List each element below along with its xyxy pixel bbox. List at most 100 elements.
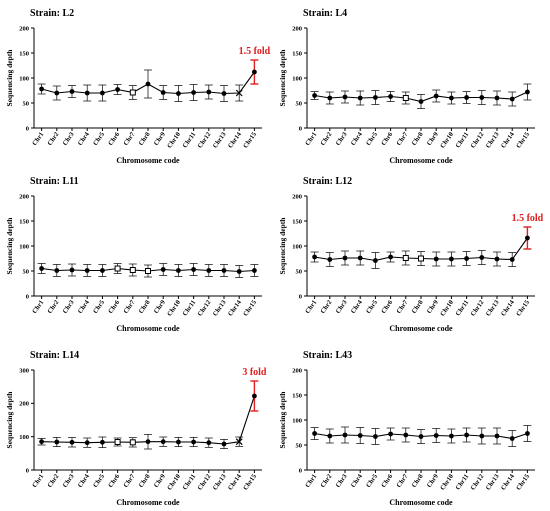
x-tick-label: Chr13	[212, 131, 228, 150]
data-point	[114, 439, 121, 445]
data-point	[145, 439, 151, 445]
chart-panel: Strain: L43 0 50 100 150 200 Sequencing depth C…	[278, 350, 535, 507]
data-point	[100, 439, 105, 445]
x-tick-label: Chr12	[197, 131, 213, 150]
y-axis-label: Sequencing depth	[278, 49, 287, 107]
data-point	[327, 433, 333, 439]
data-point	[54, 439, 60, 445]
x-tick-label: Chr11	[182, 473, 198, 491]
fold-annotation: 1.5 fold	[239, 46, 271, 57]
y-axis-label: Sequencing depth	[278, 217, 287, 275]
chart-title: Strain: L2	[30, 8, 74, 19]
data-point	[357, 433, 363, 438]
data-point	[509, 436, 515, 441]
y-axis-label: Sequencing depth	[5, 391, 14, 449]
x-tick-label: Chr5	[365, 299, 379, 315]
data-point	[357, 255, 363, 261]
x-tick-label: Chr1	[304, 131, 318, 147]
data-point	[115, 87, 120, 92]
chart-panel: Strain: L14 0 100 200 300 Sequencing depth Chr…	[5, 350, 267, 507]
x-tick-label: Chr10	[439, 131, 455, 150]
y-tick-label: 0	[26, 293, 29, 300]
x-tick-label: Chr12	[470, 131, 486, 150]
data-point	[160, 90, 166, 95]
x-tick-label: Chr11	[455, 473, 471, 491]
x-tick-label: Chr3	[62, 299, 76, 315]
x-tick-label: Chr6	[107, 131, 121, 147]
x-tick-label: Chr6	[380, 131, 394, 147]
y-tick-label: 100	[292, 243, 302, 250]
x-tick-label: Chr14	[227, 473, 243, 492]
x-tick-label: Chr14	[227, 299, 243, 318]
x-tick-label: Chr4	[77, 131, 91, 147]
x-tick-label: Chr2	[46, 131, 60, 147]
data-point	[525, 431, 530, 436]
data-point	[479, 433, 485, 439]
y-tick-label: 0	[26, 125, 29, 132]
data-point	[252, 393, 257, 399]
x-tick-label: Chr11	[455, 299, 471, 317]
x-tick-label: Chr14	[500, 473, 516, 492]
x-tick-label: Chr5	[365, 473, 379, 489]
data-point	[236, 269, 242, 274]
data-point	[388, 254, 393, 260]
chart-title: Strain: L11	[30, 176, 79, 187]
data-point	[418, 99, 424, 104]
data-point	[327, 257, 333, 262]
y-tick-label: 0	[299, 467, 302, 474]
data-point	[84, 440, 90, 446]
x-axis-label: Chromosome code	[389, 498, 453, 507]
x-tick-label: Chr8	[138, 131, 152, 147]
data-point	[54, 268, 60, 273]
data-point	[433, 433, 439, 438]
x-tick-label: Chr9	[426, 131, 440, 147]
chart-title: Strain: L43	[303, 350, 352, 361]
x-axis-label: Chromosome code	[116, 324, 180, 333]
x-tick-label: Chr5	[92, 299, 106, 315]
data-point	[327, 95, 333, 101]
x-tick-label: Chr9	[426, 299, 440, 315]
x-tick-label: Chr2	[46, 473, 60, 489]
chart-panel: Strain: L2 0 50 100 150 200 Sequencing depth Ch…	[5, 8, 271, 165]
x-tick-label: Chr11	[182, 299, 198, 317]
data-point	[191, 267, 197, 272]
data-point	[342, 255, 348, 261]
x-tick-label: Chr6	[380, 299, 394, 315]
data-point	[312, 254, 317, 260]
data-point	[129, 267, 136, 273]
data-point	[418, 255, 424, 262]
data-point	[312, 431, 317, 436]
x-tick-label: Chr5	[92, 131, 106, 147]
x-tick-label: Chr14	[500, 299, 516, 318]
y-tick-label: 200	[292, 367, 302, 374]
x-tick-label: Chr15	[515, 299, 531, 318]
y-tick-label: 0	[299, 293, 302, 300]
x-axis-label: Chromosome code	[389, 156, 453, 165]
data-point	[525, 89, 530, 95]
data-point	[464, 256, 469, 261]
data-point	[129, 89, 136, 96]
data-point	[39, 266, 44, 271]
y-tick-label: 100	[19, 75, 29, 82]
data-point	[235, 89, 243, 97]
data-point	[373, 258, 378, 263]
data-point	[402, 255, 409, 261]
x-tick-label: Chr8	[411, 473, 425, 489]
data-point	[342, 94, 348, 100]
x-tick-label: Chr11	[182, 131, 198, 149]
data-point	[69, 439, 75, 445]
data-point	[312, 93, 317, 98]
x-tick-label: Chr15	[242, 131, 258, 150]
fold-annotation: 3 fold	[242, 367, 267, 378]
data-point	[69, 89, 75, 94]
x-tick-label: Chr2	[319, 131, 333, 147]
chart-title: Strain: L12	[303, 176, 352, 187]
chart-panel: Strain: L4 0 50 100 150 200 Sequencing depth Ch…	[278, 8, 535, 165]
data-point	[449, 256, 454, 262]
x-tick-label: Chr4	[350, 299, 364, 315]
data-point	[100, 268, 105, 273]
x-tick-label: Chr8	[138, 299, 152, 315]
y-tick-label: 200	[19, 401, 29, 408]
y-tick-label: 150	[292, 218, 302, 225]
